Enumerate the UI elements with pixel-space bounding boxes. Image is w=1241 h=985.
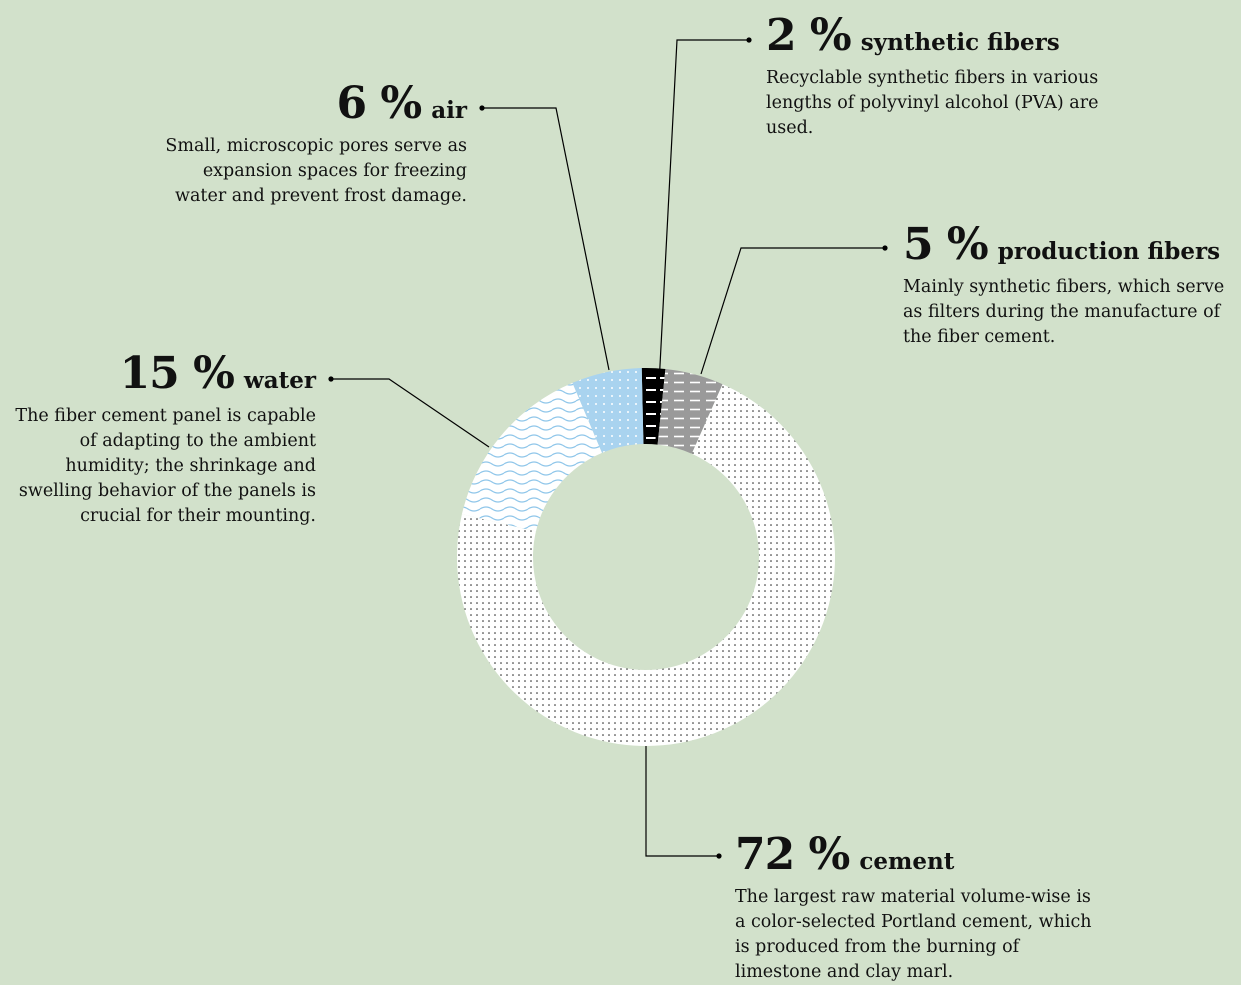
slice-production-fibers: [657, 369, 723, 454]
series-description: The fiber cement panel is capable of ada…: [15, 406, 316, 526]
callout-cement: 72 % cement The largest raw material volu…: [735, 833, 1105, 985]
callout-air: 6 % air Small, microscopic pores serve as…: [150, 82, 467, 209]
series-name: air: [431, 97, 467, 124]
pct-label: 15 %: [119, 348, 235, 399]
leader-dot-water: [328, 376, 334, 382]
slice-water: [461, 382, 603, 532]
series-description: The largest raw material volume-wise is …: [735, 887, 1092, 982]
leader-dot-production-fibers: [882, 245, 888, 251]
leader-line-cement: [645, 746, 719, 857]
leader-dot-cement: [716, 853, 722, 859]
callout-production-fibers: 5 % production fibers Mainly synthetic fi…: [903, 223, 1239, 350]
leader-line-air: [482, 107, 610, 371]
leader-line-synthetic-fibers: [655, 39, 749, 443]
callout-synthetic-fibers: 2 % synthetic fibers Recyclable synthetic…: [766, 14, 1126, 141]
pct-label: 6 %: [336, 78, 422, 129]
series-description: Small, microscopic pores serve as expans…: [165, 136, 467, 206]
leader-line-production-fibers: [700, 247, 885, 375]
series-name: cement: [859, 848, 955, 875]
leader-dot-synthetic-fibers: [746, 37, 752, 43]
series-description: Mainly synthetic fibers, which serve as …: [903, 277, 1225, 347]
series-name: production fibers: [997, 238, 1221, 265]
series-name: water: [243, 367, 316, 394]
callout-water: 15 % water The fiber cement panel is capa…: [4, 352, 316, 529]
slice-air: [572, 368, 644, 453]
pct-label: 72 %: [735, 829, 850, 880]
slice-synthetic-fibers: [641, 368, 666, 445]
series-description: Recyclable synthetic fibers in various l…: [766, 68, 1099, 138]
slice-cement: [456, 384, 835, 746]
leader-line-water: [331, 378, 490, 448]
leader-dot-air: [479, 105, 485, 111]
pct-label: 5 %: [903, 219, 989, 270]
pct-label: 2 %: [766, 10, 852, 61]
series-name: synthetic fibers: [860, 29, 1060, 56]
